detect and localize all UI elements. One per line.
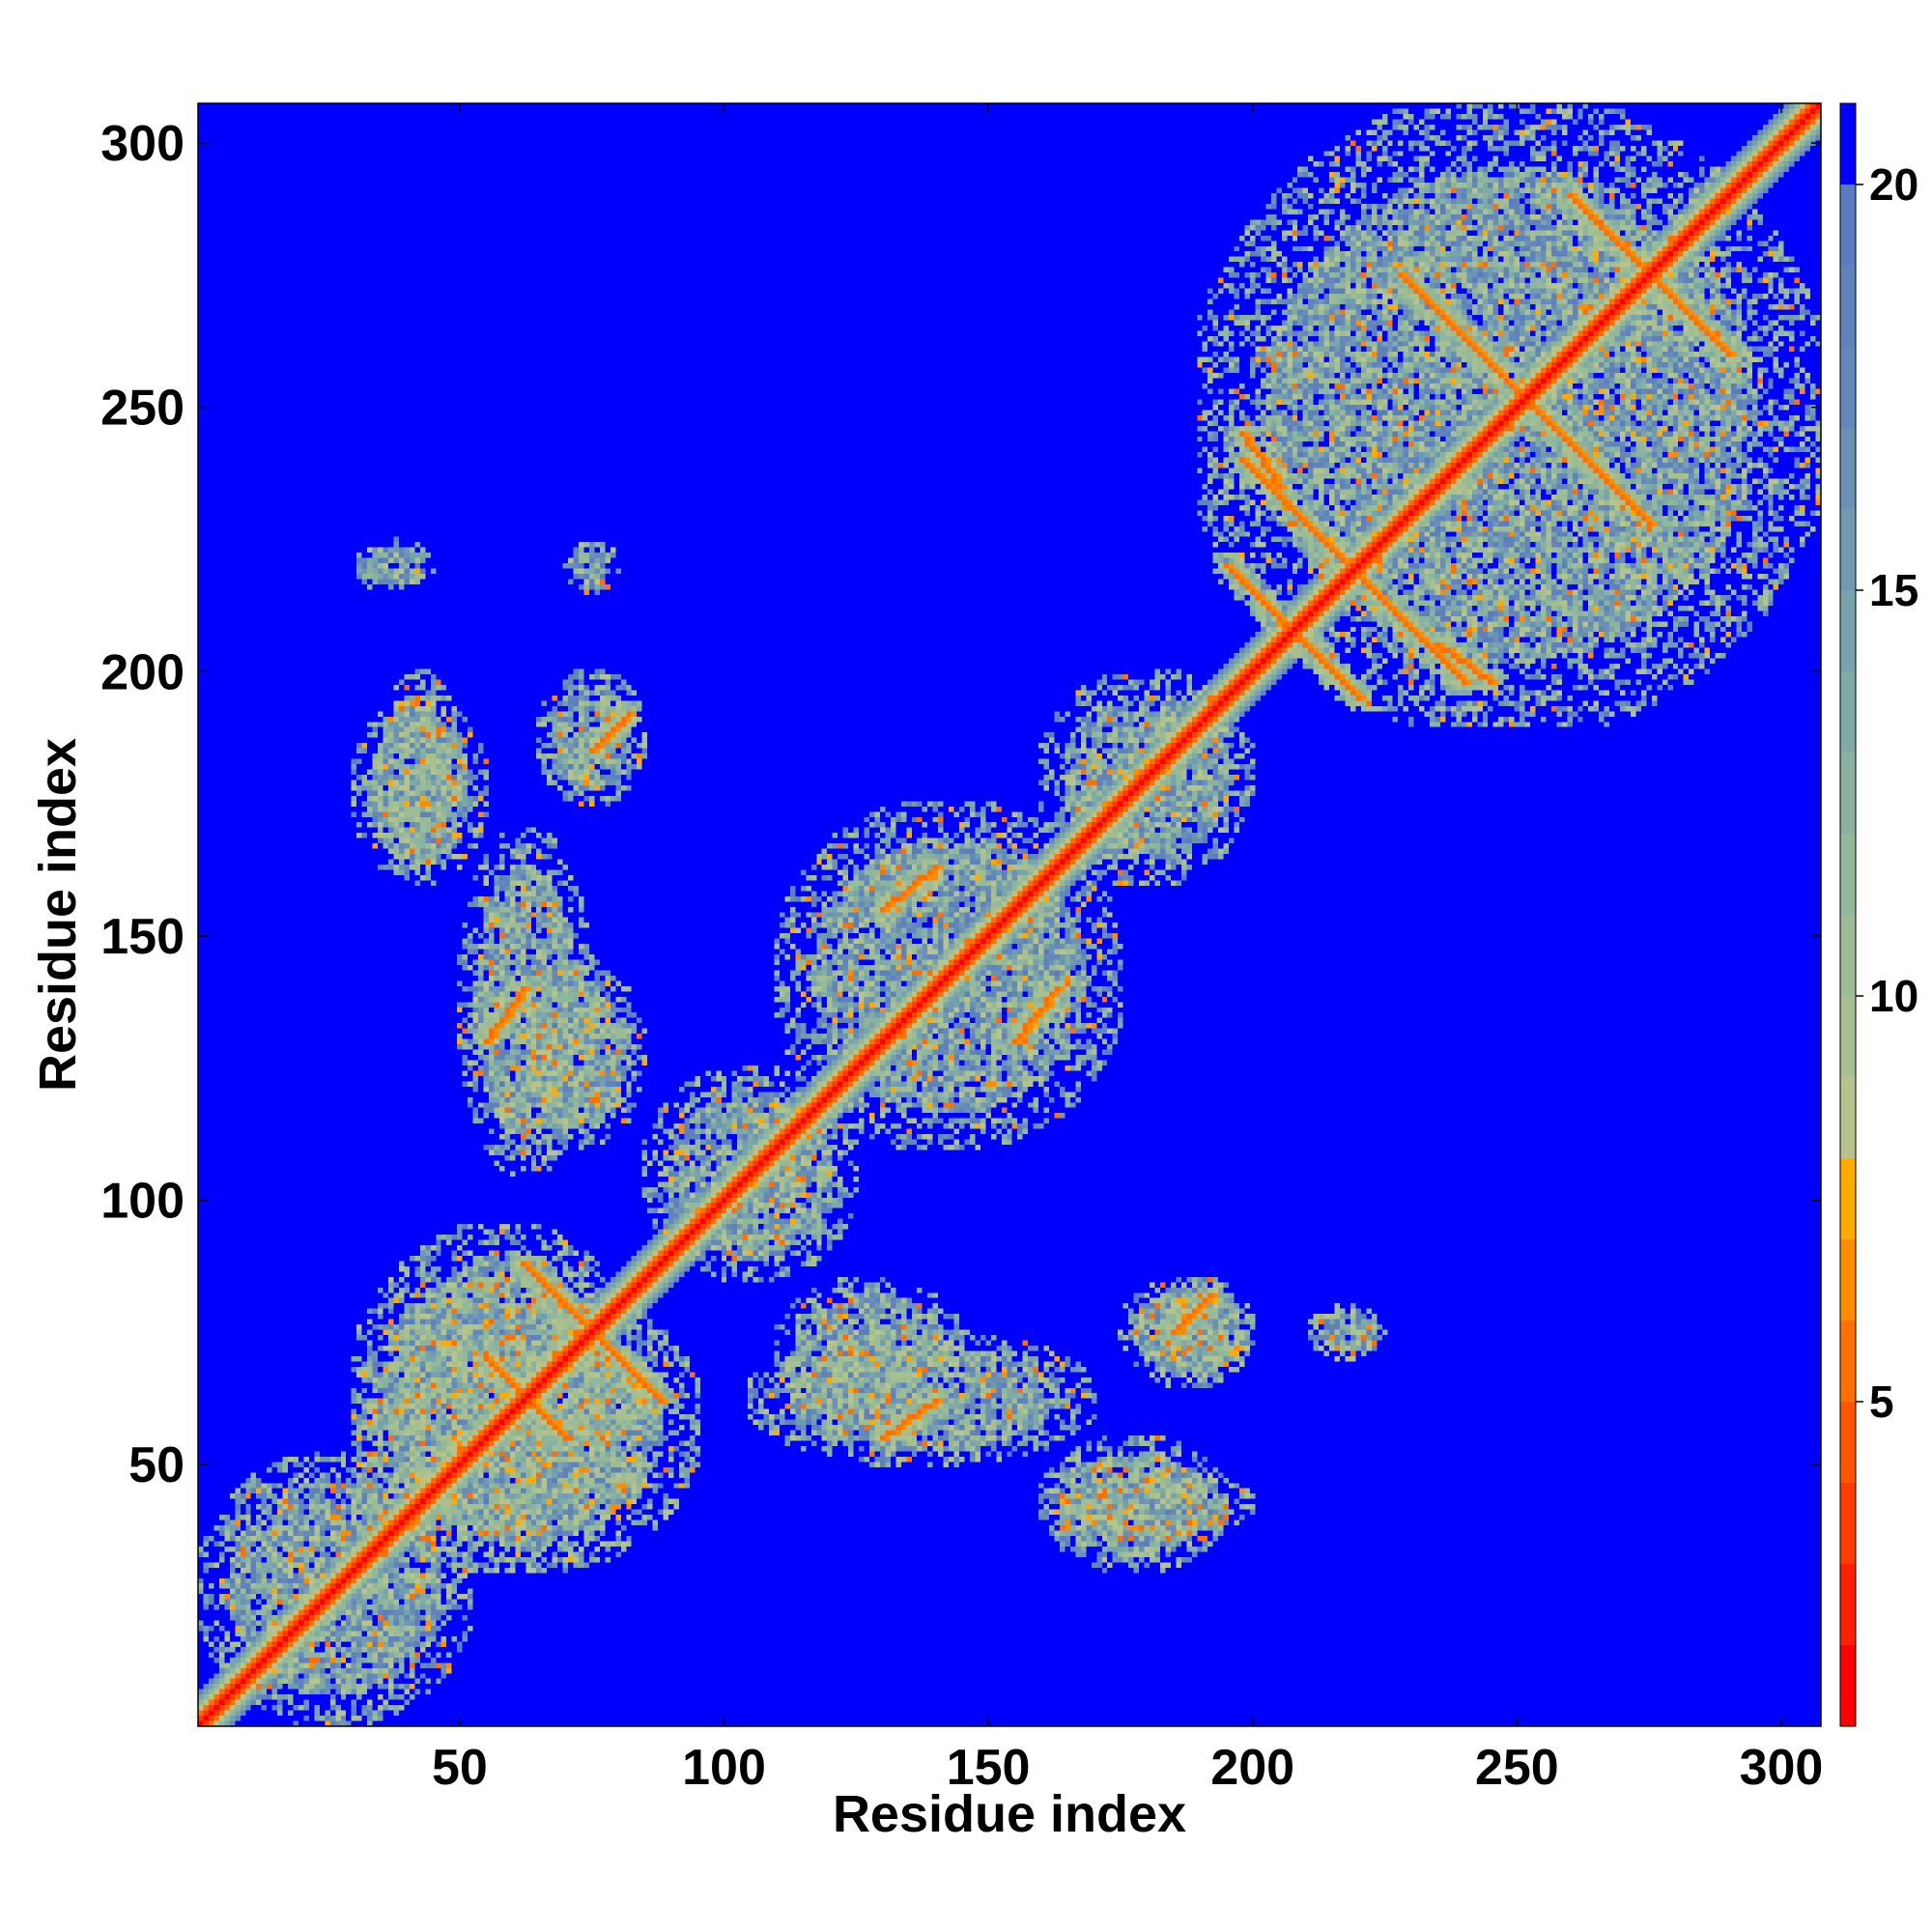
colorbar-frame <box>1839 102 1857 1727</box>
x-tick-label: 250 <box>1475 1740 1559 1796</box>
heatmap <box>198 103 1821 1726</box>
y-axis-title: Residue index <box>29 738 87 1092</box>
colorbar-segment <box>1840 1564 1856 1645</box>
colorbar-segment <box>1840 1321 1856 1402</box>
colorbar-segment <box>1840 1239 1856 1321</box>
x-tick-label: 200 <box>1210 1740 1294 1796</box>
colorbar-segment <box>1840 671 1856 753</box>
colorbar-segment <box>1840 590 1856 671</box>
colorbar-segment <box>1840 915 1856 996</box>
colorbar-tick-label: 15 <box>1869 565 1918 615</box>
colorbar-tick-label: 20 <box>1869 159 1918 210</box>
colorbar-segment <box>1840 996 1856 1077</box>
y-tick-label: 300 <box>100 116 185 172</box>
y-tick-label: 200 <box>100 644 185 700</box>
colorbar-segment <box>1840 1645 1856 1726</box>
colorbar-segment <box>1840 1158 1856 1239</box>
y-axis: 50 100 150 200 250 300 <box>100 116 1821 1493</box>
y-tick-label: 250 <box>100 381 185 437</box>
plot-frame <box>197 102 1822 1727</box>
x-tick-label: 300 <box>1740 1740 1824 1796</box>
y-tick-label: 50 <box>128 1437 185 1493</box>
colorbar-segment <box>1840 1402 1856 1483</box>
colorbar-segment <box>1840 834 1856 915</box>
x-tick-label: 50 <box>432 1740 488 1796</box>
colorbar-segment <box>1840 1077 1856 1158</box>
colorbar-segment <box>1840 509 1856 590</box>
x-axis-title: Residue index <box>833 1785 1186 1843</box>
colorbar-segment <box>1840 266 1856 347</box>
colorbar-segment <box>1840 428 1856 509</box>
colorbar-tick-label: 5 <box>1869 1377 1894 1427</box>
colorbar-segment <box>1840 1483 1856 1564</box>
x-tick-label: 100 <box>682 1740 766 1796</box>
x-tick-label: 150 <box>947 1740 1031 1796</box>
y-tick-label: 150 <box>100 909 185 965</box>
colorbar-segment <box>1840 753 1856 834</box>
heatmap-image <box>198 103 1821 1726</box>
colorbar-segment <box>1840 185 1856 266</box>
colorbar-segment <box>1840 347 1856 428</box>
colorbar-tick-label: 10 <box>1869 971 1918 1021</box>
x-axis: 50 100 150 200 250 300 <box>432 103 1823 1796</box>
y-tick-label: 100 <box>100 1174 185 1230</box>
colorbar: 5 10 15 20 <box>1839 102 1918 1727</box>
colorbar-segment <box>1840 103 1856 185</box>
